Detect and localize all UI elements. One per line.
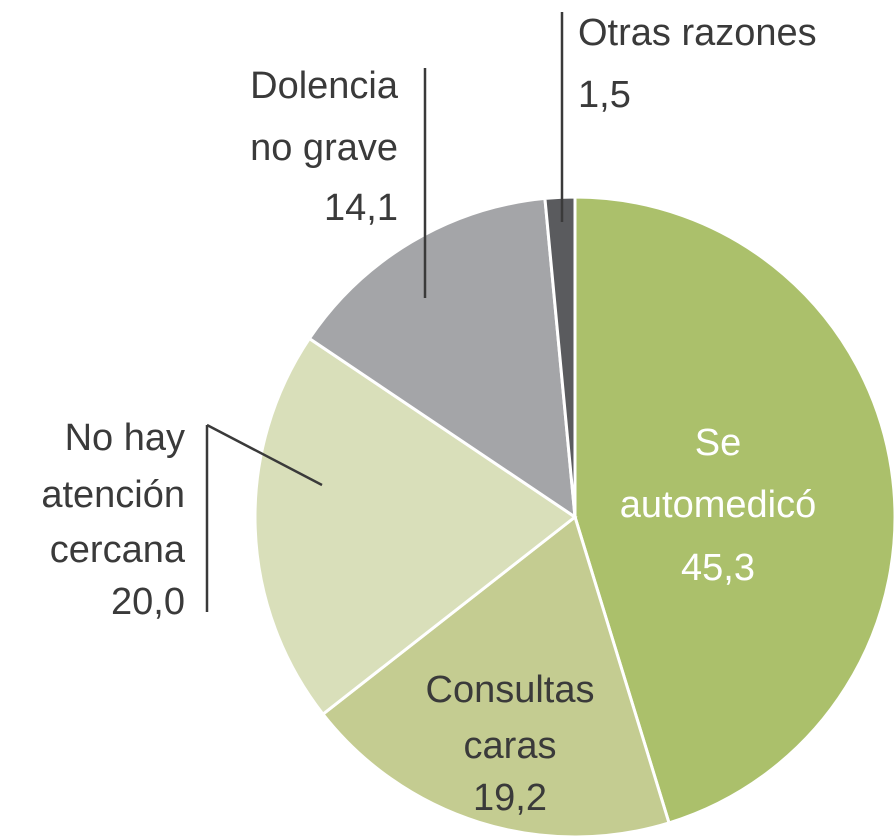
pie-slice: [573, 195, 895, 825]
value-label: 20,0: [111, 581, 185, 623]
value-label: 14,1: [324, 187, 398, 229]
pie-slice: [320, 514, 671, 839]
value-label: 45,3: [681, 547, 755, 589]
slice-label: Dolencia no grave: [250, 65, 399, 169]
value-label: 19,2: [473, 777, 547, 819]
leader-line: [206, 423, 323, 487]
value-label: 1,5: [578, 74, 631, 116]
pie-slice: [253, 336, 578, 717]
slice-label: No hay atención cercana: [41, 417, 186, 571]
slice-label: Consultas caras: [426, 669, 595, 767]
slice-label: Otras razones: [578, 12, 817, 54]
slice-label: Se automedicó: [620, 422, 816, 526]
pie-slice: [543, 195, 577, 518]
pie-slice: [307, 196, 577, 521]
